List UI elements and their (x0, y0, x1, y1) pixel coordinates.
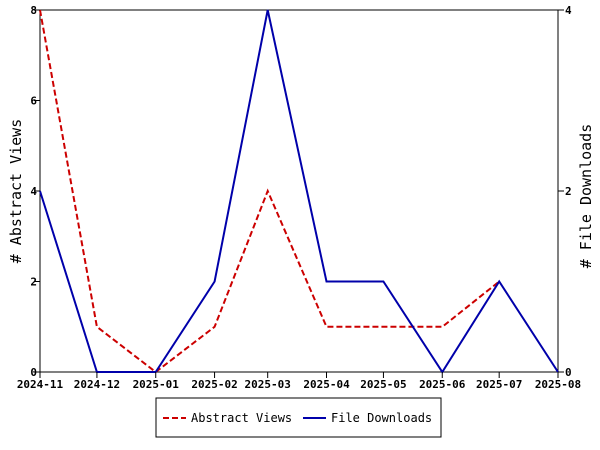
y-right-tick-label: 0 (565, 366, 572, 379)
x-tick-label: 2025-01 (133, 378, 180, 391)
series-layer (39, 9, 559, 374)
x-axis: 2024-11 2024-12 2025-01 2025-02 2025-03 2025-… (17, 372, 581, 391)
x-tick-label: 2025-02 (191, 378, 237, 391)
y-right-tick-label: 2 (565, 185, 572, 198)
series-line-file-downloads (39, 9, 559, 374)
y-left-tick-label: 6 (30, 95, 37, 108)
y-left-tick-label: 2 (30, 276, 37, 289)
series-line-abstract-views (39, 9, 500, 374)
legend-box (155, 397, 442, 438)
x-tick-label: 2025-06 (419, 378, 466, 391)
x-tick-label: 2025-03 (245, 378, 291, 391)
x-tick-label: 2024-12 (74, 378, 120, 391)
x-tick-label: 2025-04 (303, 378, 350, 391)
legend-label-file-downloads: File Downloads (331, 411, 432, 425)
y-axis-left: 0 2 4 6 8 (30, 4, 40, 379)
y-left-tick-label: 8 (30, 4, 37, 17)
y-axis-right-title: # File Downloads (577, 124, 595, 269)
legend-label-abstract-views: Abstract Views (191, 411, 292, 425)
y-axis-right: 0 2 4 (558, 4, 572, 379)
legend: Abstract Views File Downloads (155, 397, 442, 438)
x-tick-label: 2025-08 (535, 378, 581, 391)
y-left-tick-label: 0 (30, 366, 37, 379)
x-tick-label: 2025-05 (360, 378, 406, 391)
y-left-tick-label: 4 (30, 185, 37, 198)
plot-area (39, 9, 559, 373)
y-axis-left-title: # Abstract Views (7, 119, 25, 264)
x-tick-label: 2025-07 (476, 378, 522, 391)
x-tick-label: 2024-11 (17, 378, 64, 391)
y-right-tick-label: 4 (565, 4, 572, 17)
